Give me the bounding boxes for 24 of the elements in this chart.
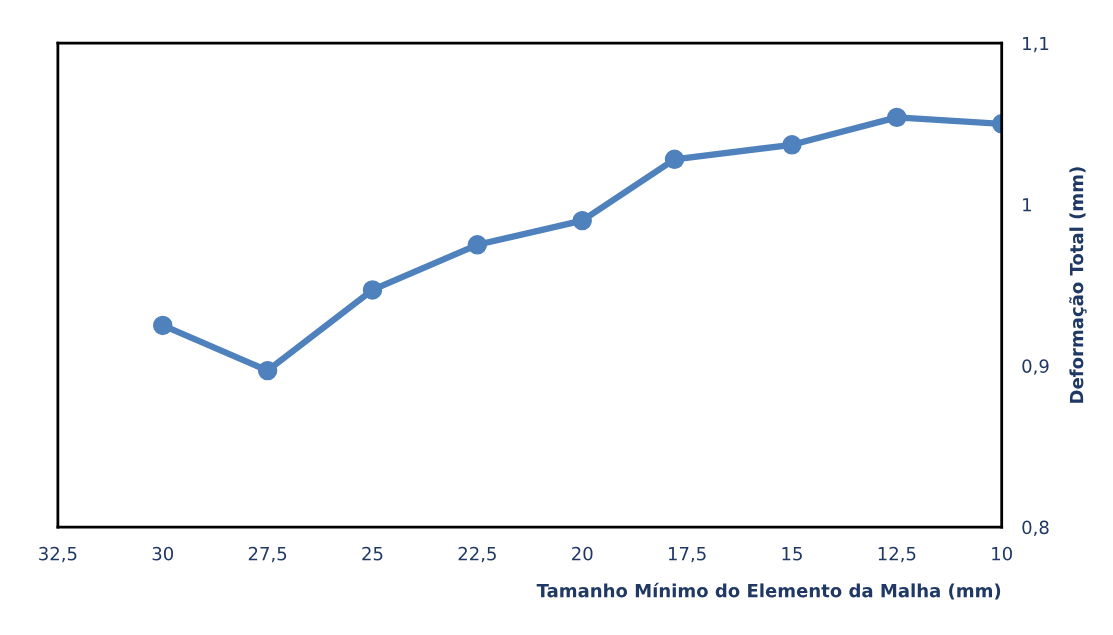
point <box>782 135 802 155</box>
point <box>467 235 488 255</box>
y-tick-label: 1,1 <box>1023 36 1049 53</box>
point <box>362 280 383 300</box>
point <box>572 210 592 231</box>
point <box>664 149 685 170</box>
x-tick-label: 12,5 <box>878 546 916 563</box>
point <box>153 315 173 336</box>
y-tick-label: 0,9 <box>1022 359 1049 375</box>
point <box>257 360 278 381</box>
x-tick-label: 22,5 <box>458 546 496 563</box>
y-tick-label: 0,8 <box>1022 520 1049 537</box>
point <box>887 107 907 128</box>
y-axis-title: Deformação Total (mm) <box>1069 167 1087 403</box>
x-tick-label: 27,5 <box>248 546 287 563</box>
x-tick-label: 32,5 <box>39 546 77 563</box>
x-tick-label: 20 <box>572 546 593 561</box>
x-tick-label: 15 <box>782 547 802 561</box>
x-tick-label: 30 <box>152 546 174 561</box>
x-tick-label: 25 <box>362 546 383 561</box>
x-axis-title: Tamanho Mínimo do Elemento da Malha (mm) <box>536 582 1001 600</box>
x-tick-label: 10 <box>992 546 1012 561</box>
x-tick-label: 17,5 <box>668 547 706 563</box>
y-tick-label: 1 <box>1023 198 1031 212</box>
